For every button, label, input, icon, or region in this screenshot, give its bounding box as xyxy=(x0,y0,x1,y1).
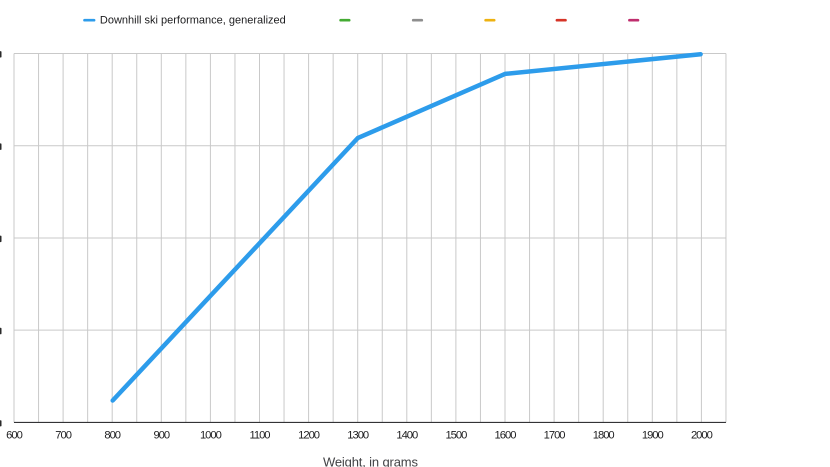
svg-text:1200: 1200 xyxy=(298,429,320,441)
svg-text:Weight, in grams: Weight, in grams xyxy=(323,455,419,467)
svg-text:1700: 1700 xyxy=(544,429,566,441)
svg-text:2000: 2000 xyxy=(691,429,713,441)
svg-text:1900: 1900 xyxy=(642,429,664,441)
svg-text:1400: 1400 xyxy=(396,429,418,441)
svg-text:900: 900 xyxy=(153,429,169,441)
svg-text:Downhill ski performance, gene: Downhill ski performance, generalized xyxy=(100,14,286,26)
svg-text:1000: 1000 xyxy=(200,429,222,441)
svg-text:800: 800 xyxy=(104,429,120,441)
svg-text:1300: 1300 xyxy=(347,429,369,441)
svg-text:1600: 1600 xyxy=(495,429,517,441)
svg-text:700: 700 xyxy=(55,429,71,441)
svg-text:1500: 1500 xyxy=(445,429,467,441)
svg-text:600: 600 xyxy=(6,429,22,441)
svg-text:1100: 1100 xyxy=(249,429,270,441)
svg-text:1800: 1800 xyxy=(593,429,615,441)
